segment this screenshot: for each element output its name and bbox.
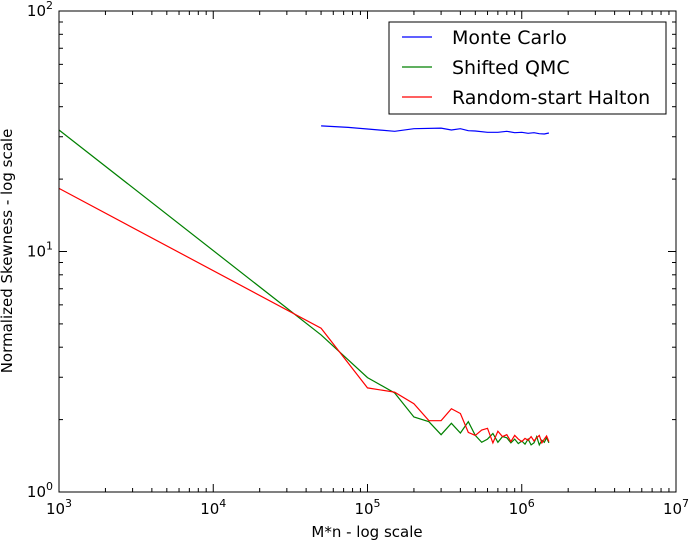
y-tick-label: 102 — [27, 0, 53, 20]
series-lines — [58, 125, 550, 447]
y-tick-label: 101 — [27, 240, 53, 261]
legend-label-random-start-halton: Random-start Halton — [452, 87, 650, 109]
x-tick-label: 104 — [200, 497, 226, 518]
x-tick-label: 103 — [46, 497, 72, 518]
plot-frame — [58, 10, 677, 493]
series-line-monte-carlo — [321, 125, 550, 135]
legend-label-monte-carlo: Monte Carlo — [452, 27, 567, 49]
legend: Monte Carlo Shifted QMC Random-start Halto… — [388, 21, 667, 115]
x-axis-title: M*n - log scale — [311, 523, 422, 541]
axis-ticks — [58, 10, 677, 493]
tick-labels: 103 104 105 106 107 100 101 102 — [27, 0, 689, 518]
x-tick-label: 105 — [354, 497, 380, 518]
y-axis-title: Normalized Skewness - log scale — [0, 129, 16, 374]
series-line-shifted-qmc — [58, 129, 550, 447]
x-tick-label: 106 — [509, 497, 535, 518]
x-tick-label: 107 — [663, 497, 689, 518]
legend-box — [388, 21, 667, 115]
y-tick-label: 100 — [27, 480, 53, 501]
series-line-random-start-halton — [58, 187, 550, 445]
legend-label-shifted-qmc: Shifted QMC — [452, 57, 570, 79]
